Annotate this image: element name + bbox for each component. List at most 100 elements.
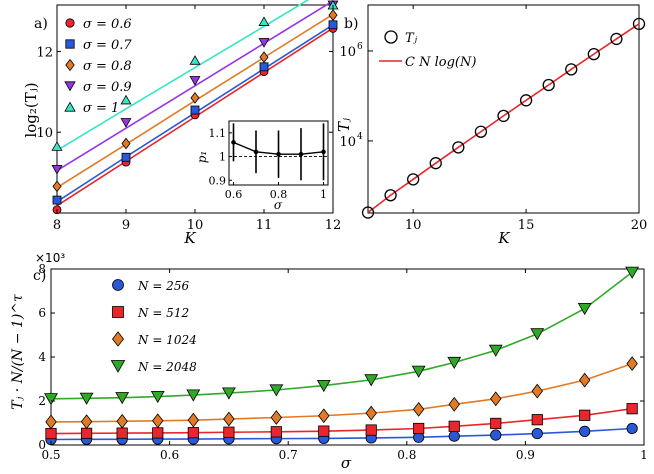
panel-a-y-ticks: 10 12: [36, 45, 333, 141]
point-1-k9: [120, 94, 132, 105]
panel-a-label: a): [34, 16, 48, 32]
legend-marker-sigma-0.7: [65, 39, 75, 49]
legend-entry-n2048: N = 2048: [110, 360, 197, 374]
x-tick-label-11: 11: [256, 218, 273, 233]
x-tick-label-8: 8: [53, 218, 61, 233]
c-y-tick-label-8: 8: [38, 262, 46, 276]
point-n-1024-0.95: [578, 372, 591, 388]
c-y-tick-label-6: 6: [38, 306, 46, 320]
inset-y-ticks: 0.9 1 1.1: [209, 127, 232, 187]
point-n-1024-0.84: [448, 396, 460, 412]
legend-label-tj: Tⱼ: [405, 31, 418, 46]
legend-entry-n256: N = 256: [112, 279, 189, 293]
inset-point-0.9: [298, 151, 304, 157]
b-y-tick-label-1e4: 10: [339, 135, 356, 150]
legend-entry-sigma-0.9: σ = 0.9: [64, 80, 132, 95]
b-y-tick-label-1e6: 10: [339, 45, 356, 60]
b-x-tick-label-20: 20: [631, 218, 648, 233]
point-n-512-0.65: [223, 426, 235, 438]
panel-a-x-label: K: [183, 229, 196, 247]
legend-entry-sigma-0.8: σ = 0.8: [65, 58, 132, 74]
panel-c-exponent: ×10³: [35, 251, 65, 265]
panel-c-legend: N = 256 N = 512 N = 1024 N = 2048: [110, 279, 197, 374]
legend-symbol-n-256: [112, 279, 124, 291]
legend-label-n1024: N = 1024: [137, 333, 197, 347]
c-x-tick-label-0.5: 0.5: [41, 448, 60, 462]
legend-label-sigma-0.7: σ = 0.7: [83, 38, 132, 53]
legend-label-sigma-0.8: σ = 0.8: [83, 59, 132, 74]
legend-symbol-1: [64, 101, 76, 112]
inset-x-label: σ: [274, 198, 283, 212]
point-n-1024-0.62: [187, 412, 200, 428]
legend-symbol-n-2048: [110, 360, 126, 373]
point-n-2048-0.65: [221, 387, 236, 400]
point-n-512-0.69: [270, 426, 282, 438]
point-n-1024-0.81: [412, 401, 425, 417]
legend-marker-n1024: [111, 331, 125, 347]
panel-c-y-label: Tⱼ · N/(N − 1)^τ: [10, 294, 26, 410]
c-x-tick-label-1: 1: [640, 448, 648, 462]
panel-a-x-ticks: 8 9 10 11 12: [53, 5, 341, 233]
point-n-512-0.84: [448, 420, 460, 432]
point-n-1024-0.56: [116, 413, 128, 429]
point-0.7-k11: [259, 62, 269, 72]
inset-x-tick-label-0.8: 0.8: [270, 188, 288, 201]
legend-entry-sigma-1: σ = 1: [64, 101, 119, 116]
point-n-1024-0.53: [80, 414, 93, 430]
legend-entry-cnlogn: C N log(N): [379, 55, 476, 70]
point-tj-k13: [474, 125, 488, 138]
point-n-1024-0.65: [223, 411, 235, 427]
point-n-2048-0.53: [79, 392, 94, 405]
point-n-256-0.875: [490, 429, 502, 441]
inset-y-tick-label-0.9: 0.9: [209, 174, 227, 187]
c-y-tick-label-4: 4: [38, 350, 46, 364]
point-tj-k17: [565, 63, 578, 76]
legend-label-sigma-1: σ = 1: [83, 101, 119, 116]
point-n-512-0.95: [579, 409, 591, 421]
point-0.7-k10: [190, 105, 200, 115]
legend-entry-n512: N = 512: [112, 306, 189, 320]
point-n-256-0.84: [448, 430, 460, 442]
point-n-512-0.59: [152, 427, 164, 439]
legend-label-sigma-0.9: σ = 0.9: [83, 80, 132, 95]
panel-a-inset: 0.6 0.8 1 0.9 1 1.1 σ p₁: [195, 120, 329, 212]
point-n-1024-0.77: [365, 405, 377, 421]
b-x-tick-label-10: 10: [405, 218, 422, 233]
point-n-2048-0.69: [269, 384, 284, 397]
point-0.8-k11: [259, 51, 269, 63]
point-n-2048-0.81: [411, 365, 426, 378]
point-n-512-0.73: [318, 425, 330, 437]
point-tj-k18: [587, 47, 600, 61]
point-tj-k15: [519, 94, 533, 107]
point-0.7-k9: [121, 152, 131, 162]
c-x-tick-label-0.7: 0.7: [279, 448, 298, 462]
point-n-512-0.77: [365, 424, 377, 436]
point-tj-k11: [429, 157, 442, 170]
point-n-2048-0.84: [447, 356, 462, 370]
legend-label-n256: N = 256: [137, 279, 189, 293]
point-n-1024-0.91: [531, 383, 543, 399]
panel-b-y-label: Tⱼ: [335, 118, 353, 132]
point-n-2048-0.59: [150, 390, 165, 404]
point-tj-k9: [384, 189, 397, 202]
point-0.9-k10: [189, 76, 201, 86]
point-tj-k10: [407, 173, 420, 186]
panel-b-x-label: K: [497, 229, 510, 247]
point-n-2048-0.875: [488, 344, 503, 357]
legend-entry-tj: Tⱼ: [384, 30, 418, 46]
legend-symbol-0.8: [65, 58, 75, 72]
point-n-2048-0.5: [44, 393, 58, 406]
legend-label-n2048: N = 2048: [137, 360, 197, 374]
legend-marker-n2048: [110, 360, 126, 373]
point-tj-k16: [542, 78, 555, 92]
b-y-tick-exp-1e6: 6: [357, 42, 363, 52]
inset-point-1: [321, 149, 326, 155]
c-x-tick-label-0.8: 0.8: [397, 448, 416, 462]
point-n-2048-0.73: [316, 379, 331, 393]
point-n-2048-0.62: [186, 389, 201, 402]
b-y-tick-exp-1e4: 4: [357, 132, 363, 142]
point-n-1024-0.875: [490, 391, 502, 407]
legend-label-sigma-0.6: σ = 0.6: [83, 17, 132, 32]
panel-b-legend: Tⱼ C N log(N): [379, 30, 476, 70]
point-1-k11: [258, 16, 270, 26]
